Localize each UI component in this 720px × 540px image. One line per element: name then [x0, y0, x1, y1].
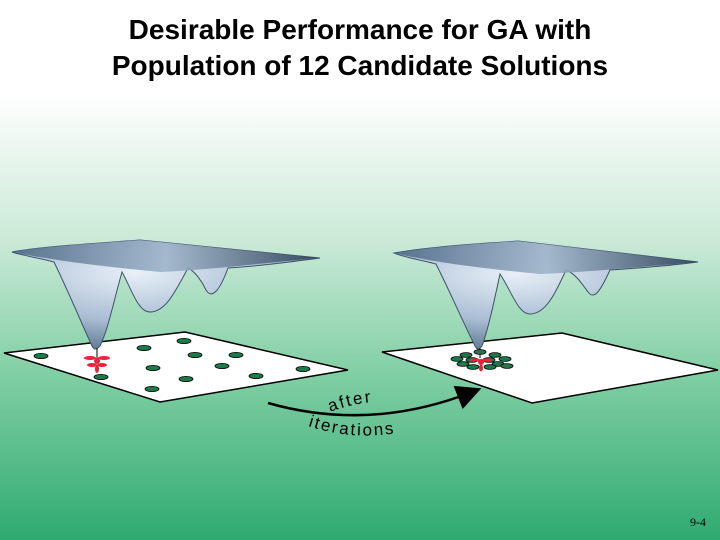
candidate-dot: [456, 361, 470, 367]
iterations-arrow: after iterations: [267, 385, 482, 440]
candidate-dot: [483, 364, 497, 370]
candidate-dot: [498, 356, 512, 362]
candidate-solutions-left: [33, 337, 311, 392]
candidate-dot: [93, 373, 109, 380]
slide-title-line-1: Desirable Performance for GA with: [128, 14, 592, 45]
global-optimum-marker-right: [470, 358, 492, 372]
candidate-dot: [459, 352, 473, 358]
candidate-dot: [136, 344, 152, 351]
arrow-label-after-path: after: [325, 387, 371, 416]
fitness-surface-right-top: [394, 241, 698, 274]
candidate-dot: [145, 364, 161, 371]
slide-title-line-2: Population of 12 Candidate Solutions: [111, 50, 609, 81]
candidate-dot: [214, 362, 230, 369]
candidate-dot: [450, 356, 464, 362]
fitness-landscape-left: [3, 239, 349, 403]
search-plane-left: [3, 331, 349, 403]
candidate-dot: [228, 351, 244, 358]
slide-title: Desirable Performance for GA with Popula…: [0, 12, 720, 84]
candidate-dot: [500, 363, 514, 369]
page-number: 9-4: [690, 515, 706, 529]
fitness-surface-left-top: [12, 240, 320, 272]
candidate-dot: [473, 349, 487, 355]
candidate-dot: [33, 352, 49, 359]
candidate-dot: [466, 364, 480, 370]
candidate-dot: [178, 375, 194, 382]
candidate-dot: [144, 385, 160, 392]
arrow-label-after: after: [325, 387, 373, 416]
candidate-dot: [295, 365, 311, 372]
fitness-landscape-right: [381, 240, 719, 404]
candidate-dot: [176, 337, 192, 344]
search-plane-right: [381, 332, 719, 404]
fitness-surface-left: [11, 239, 321, 350]
curved-arrow: [267, 385, 482, 417]
candidate-dot: [488, 352, 502, 358]
global-optimum-marker-left: [84, 356, 110, 373]
candidate-dot: [248, 372, 264, 379]
candidate-dot: [187, 351, 203, 358]
